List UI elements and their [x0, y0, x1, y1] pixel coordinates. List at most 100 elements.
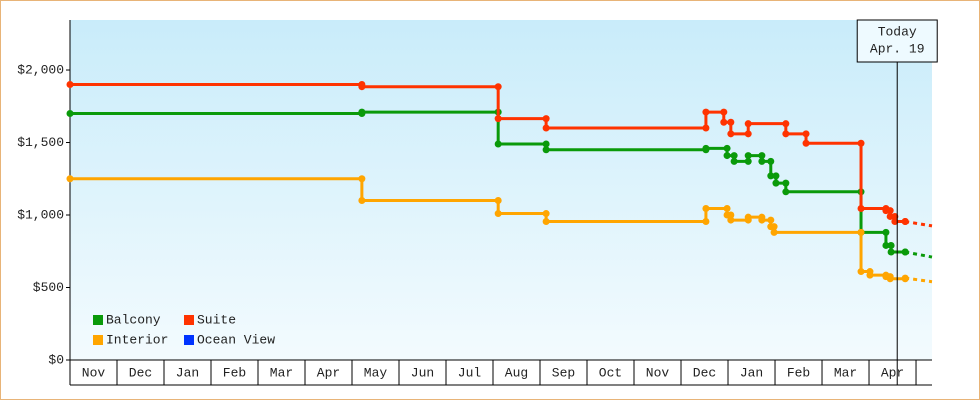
marker: [66, 110, 74, 118]
marker: [702, 108, 710, 116]
x-tick-label: Feb: [787, 365, 810, 380]
marker: [886, 275, 894, 283]
marker: [802, 139, 810, 147]
plot-area: [70, 20, 932, 360]
marker: [730, 152, 738, 160]
legend-swatch: [93, 315, 103, 325]
x-tick-label: Jan: [740, 365, 763, 380]
marker: [782, 179, 790, 187]
x-tick-label: Feb: [223, 365, 246, 380]
marker: [720, 108, 728, 116]
marker: [723, 144, 731, 152]
x-tick-label: Aug: [505, 365, 528, 380]
marker: [857, 139, 865, 147]
marker: [882, 241, 890, 249]
legend-swatch: [184, 335, 194, 345]
marker: [494, 83, 502, 91]
marker: [542, 140, 550, 148]
marker: [887, 241, 895, 249]
x-tick-label: Nov: [646, 365, 670, 380]
marker: [702, 124, 710, 132]
x-tick-label: Dec: [129, 365, 152, 380]
marker: [758, 216, 766, 224]
marker: [744, 120, 752, 128]
marker: [802, 130, 810, 138]
marker: [723, 204, 731, 212]
marker: [727, 216, 735, 224]
marker: [891, 218, 899, 226]
marker: [772, 179, 780, 187]
y-tick-label: $0: [48, 352, 64, 367]
today-box: [856, 19, 938, 63]
marker: [702, 144, 710, 152]
marker: [723, 152, 731, 160]
legend-label: Interior: [106, 332, 168, 347]
y-tick-label: $2,000: [17, 62, 64, 77]
marker: [772, 172, 780, 180]
legend-swatch: [93, 335, 103, 345]
x-tick-label: Sep: [552, 365, 575, 380]
x-tick-label: Mar: [834, 365, 857, 380]
marker: [758, 157, 766, 165]
marker: [767, 157, 775, 165]
marker: [358, 83, 366, 91]
marker: [494, 115, 502, 123]
series-line: [70, 110, 906, 254]
today-label: Today: [878, 24, 917, 39]
marker: [358, 197, 366, 205]
marker: [744, 157, 752, 165]
today-label: Apr. 19: [870, 41, 925, 56]
marker: [857, 228, 865, 236]
marker: [767, 172, 775, 180]
x-tick-label: May: [364, 365, 388, 380]
legend-label: Balcony: [106, 312, 161, 327]
x-tick-label: Dec: [693, 365, 716, 380]
x-tick-label: Jul: [458, 365, 482, 380]
marker: [887, 248, 895, 256]
x-tick-label: Jun: [411, 365, 434, 380]
marker: [744, 213, 752, 221]
marker: [542, 124, 550, 132]
marker: [358, 108, 366, 116]
legend-label: Suite: [197, 312, 236, 327]
marker: [730, 157, 738, 165]
marker: [857, 268, 865, 276]
marker: [542, 115, 550, 123]
marker: [494, 140, 502, 148]
marker: [66, 81, 74, 89]
marker: [494, 197, 502, 205]
x-tick-label: Apr: [317, 365, 340, 380]
marker: [770, 228, 778, 236]
marker: [542, 210, 550, 218]
marker: [882, 228, 890, 236]
legend-swatch: [184, 315, 194, 325]
marker: [782, 130, 790, 138]
marker: [66, 175, 74, 183]
marker: [727, 211, 735, 219]
x-tick-label: Mar: [270, 365, 293, 380]
marker: [782, 188, 790, 196]
marker: [770, 223, 778, 231]
x-tick-label: Apr: [881, 365, 904, 380]
marker: [744, 130, 752, 138]
marker: [494, 210, 502, 218]
marker: [758, 152, 766, 160]
y-tick-label: $1,000: [17, 207, 64, 222]
legend-label: Ocean View: [197, 332, 275, 347]
x-tick-label: Jan: [176, 365, 199, 380]
marker: [720, 118, 728, 126]
marker: [727, 130, 735, 138]
marker: [727, 118, 735, 126]
marker: [866, 271, 874, 279]
x-tick-label: Nov: [82, 365, 106, 380]
marker: [358, 175, 366, 183]
y-tick-label: $500: [33, 280, 64, 295]
marker: [767, 216, 775, 224]
marker: [782, 120, 790, 128]
marker: [702, 218, 710, 226]
marker: [542, 218, 550, 226]
y-tick-label: $1,500: [17, 135, 64, 150]
marker: [542, 146, 550, 154]
marker: [702, 204, 710, 212]
